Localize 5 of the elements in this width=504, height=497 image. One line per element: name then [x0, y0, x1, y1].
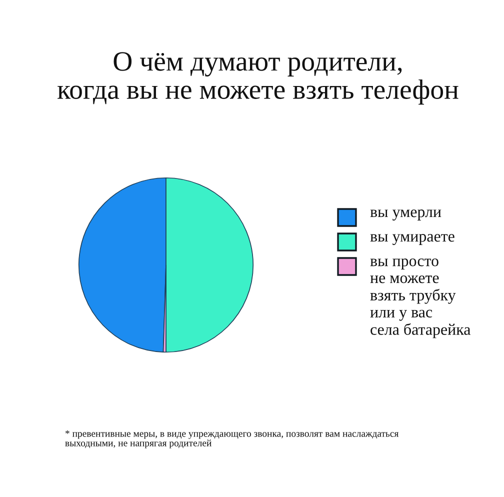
legend-label: вы просто не можете взять трубку или у вас села батарейка: [370, 258, 471, 338]
text: * превентивные меры, в виде упреждающего звонка, позволят вам наслаждаться выходными, не напрягая родителей: [65, 430, 399, 448]
legend-label: вы умерли: [370, 210, 442, 220]
legend-label: вы умираете: [370, 234, 454, 245]
chart-title: О чём думают родители, когда вы не можете взять телефон: [58, 52, 458, 105]
